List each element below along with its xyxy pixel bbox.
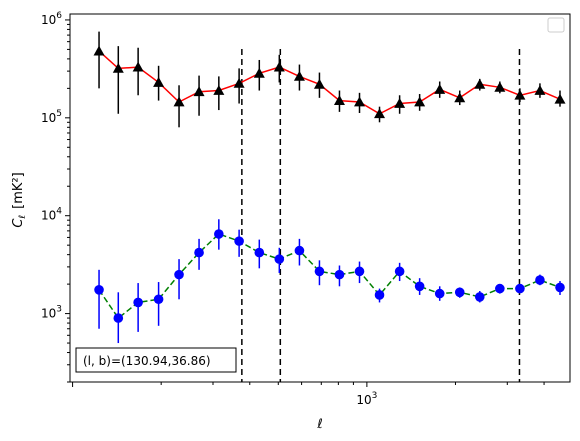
series-2-circle-marker: [234, 236, 244, 246]
series-2-circle-marker: [454, 287, 465, 298]
series-1-triangle-marker: [313, 78, 325, 89]
series-1-triangle-marker: [293, 70, 305, 81]
series-2-circle-marker: [274, 254, 285, 264]
legend-frame: [547, 17, 565, 33]
series-1-triangle-marker: [213, 85, 225, 95]
series-2-circle-marker: [214, 229, 224, 239]
series-1-triangle-marker: [414, 96, 426, 107]
series-1-triangle-marker: [374, 108, 386, 119]
y-tick-label: 105: [41, 109, 62, 125]
series-1-triangle-marker: [534, 85, 546, 95]
y-axis-label-sub: ℓ: [18, 215, 28, 220]
series-1-triangle-marker: [93, 45, 105, 56]
x-tick-label: 103: [356, 391, 377, 407]
series-1-triangle-marker: [173, 96, 185, 107]
series-2-circle-marker: [153, 294, 164, 305]
series-2-circle-marker: [254, 247, 265, 258]
series-2-circle-marker: [495, 283, 505, 294]
series-1-triangle-marker: [233, 77, 245, 88]
series-2-circle-marker: [474, 292, 485, 302]
series-1-triangle-marker: [454, 92, 466, 103]
axis-ticks: 103 104 105 106 103: [41, 11, 545, 407]
series-2-circle-marker: [515, 283, 525, 294]
series-1-triangle-marker: [193, 86, 205, 97]
series-1-triangle-marker: [394, 98, 406, 108]
series-1-triangle-marker: [514, 89, 526, 100]
annotation-text: (l, b)=(130.94,36.86): [83, 354, 211, 368]
series-1-triangle-marker: [333, 95, 345, 105]
x-axis-label: ℓ: [316, 417, 322, 432]
axes-frame: [69, 13, 571, 383]
series-2-circle-marker: [535, 275, 545, 285]
series-1-triangle-marker: [434, 83, 446, 94]
series-1-triangle-marker: [112, 62, 124, 73]
series-2-circle-marker: [94, 284, 104, 295]
legend-box: [547, 17, 565, 33]
series-2-circle-marker: [374, 290, 385, 300]
series-2-circle-marker: [194, 247, 204, 258]
series-2-circle-marker: [133, 297, 143, 308]
series-2-circle-marker: [414, 281, 425, 292]
plot-area: [93, 31, 566, 382]
annotation-box: (l, b)=(130.94,36.86): [75, 347, 237, 373]
y-tick-label: 103: [41, 305, 62, 321]
series-1-triangle-marker: [153, 76, 165, 87]
series-1-line: [98, 50, 561, 115]
annotation-frame: [75, 347, 237, 373]
series-2-circle-marker: [555, 282, 565, 293]
series-2-circle-marker: [294, 245, 305, 256]
series-1-triangle-marker: [273, 61, 285, 72]
series-2-circle-marker: [394, 266, 405, 277]
series-2-circle-marker: [354, 266, 365, 277]
y-tick-label: 104: [41, 207, 62, 223]
y-tick-label: 106: [41, 11, 62, 27]
series-2-circle-marker: [334, 269, 345, 280]
series-2-circle-marker: [314, 266, 325, 277]
y-axis-label: Cℓ [mK²]: [11, 172, 28, 227]
series-2-circle-marker: [174, 269, 184, 280]
series-2-circle-marker: [434, 288, 445, 299]
y-axis-label-unit: [mK²]: [11, 172, 26, 209]
series-1-triangle-marker: [494, 81, 506, 92]
series-1-triangle-marker: [474, 78, 486, 89]
y-axis-label-main: C: [11, 218, 26, 228]
series-2-circle-marker: [113, 313, 124, 323]
series-1-triangle-marker: [253, 67, 265, 78]
series-1-triangle-marker: [132, 61, 144, 72]
series-1-triangle-marker: [554, 93, 566, 104]
series-1-triangle-marker: [354, 96, 366, 107]
